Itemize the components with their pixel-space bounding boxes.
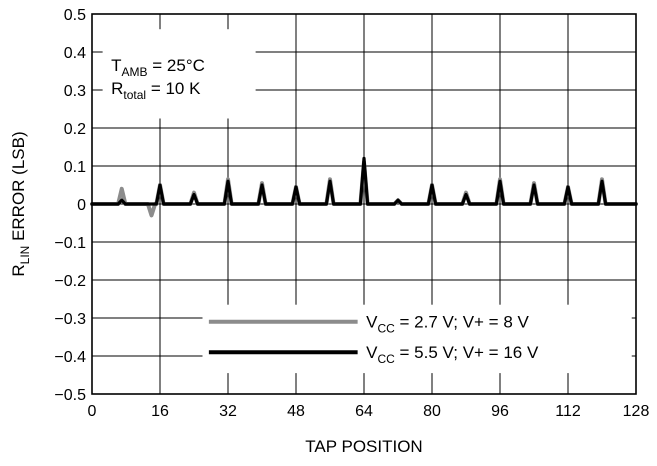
y-tick-label: −0.5 (54, 387, 86, 404)
x-tick-label: 80 (423, 403, 441, 420)
x-tick-label: 112 (555, 403, 581, 420)
y-tick-label: 0.2 (64, 121, 86, 138)
x-axis-title: TAP POSITION (305, 437, 422, 456)
x-tick-label: 64 (355, 403, 373, 420)
y-axis-title: RLIN ERROR (LSB) (9, 131, 32, 276)
y-tick-label: −0.3 (54, 311, 86, 328)
conditions-annotation: TAMB = 25°C Rtotal = 10 K (102, 29, 256, 119)
y-tick-label: 0 (77, 197, 86, 214)
y-tick-label: 0.5 (64, 7, 86, 24)
series-line-2 (90, 156, 638, 206)
y-tick-label: 0.4 (64, 45, 86, 62)
x-tick-label: 32 (219, 403, 237, 420)
x-tick-label: 0 (88, 403, 97, 420)
series-lines (90, 156, 638, 218)
x-tick-label: 96 (491, 403, 509, 420)
annotation-total-resistance: Rtotal = 10 K (111, 79, 201, 102)
x-tick-label: 48 (287, 403, 305, 420)
y-tick-label: −0.2 (54, 273, 86, 290)
y-tick-label: 0.1 (64, 159, 86, 176)
y-tick-label: −0.1 (54, 235, 86, 252)
y-tick-label: 0.3 (64, 83, 86, 100)
legend-label-series-2: VCC = 5.5 V; V+ = 16 V (366, 343, 539, 366)
y-tick-label: −0.4 (54, 349, 86, 366)
legend: VCC = 2.7 V; V+ = 8 V VCC = 5.5 V; V+ = … (202, 304, 632, 374)
x-tick-label: 128 (623, 403, 650, 420)
annotation-temperature: TAMB = 25°C (111, 56, 205, 79)
plot-frame (91, 13, 637, 395)
tick-labels: 0 16 32 48 64 80 96 112 128 0.5 0.4 0.3 0.2 0.1 0 −0.1 −… (54, 7, 649, 420)
legend-label-series-1: VCC = 2.7 V; V+ = 8 V (366, 313, 529, 336)
x-tick-label: 16 (151, 403, 169, 420)
